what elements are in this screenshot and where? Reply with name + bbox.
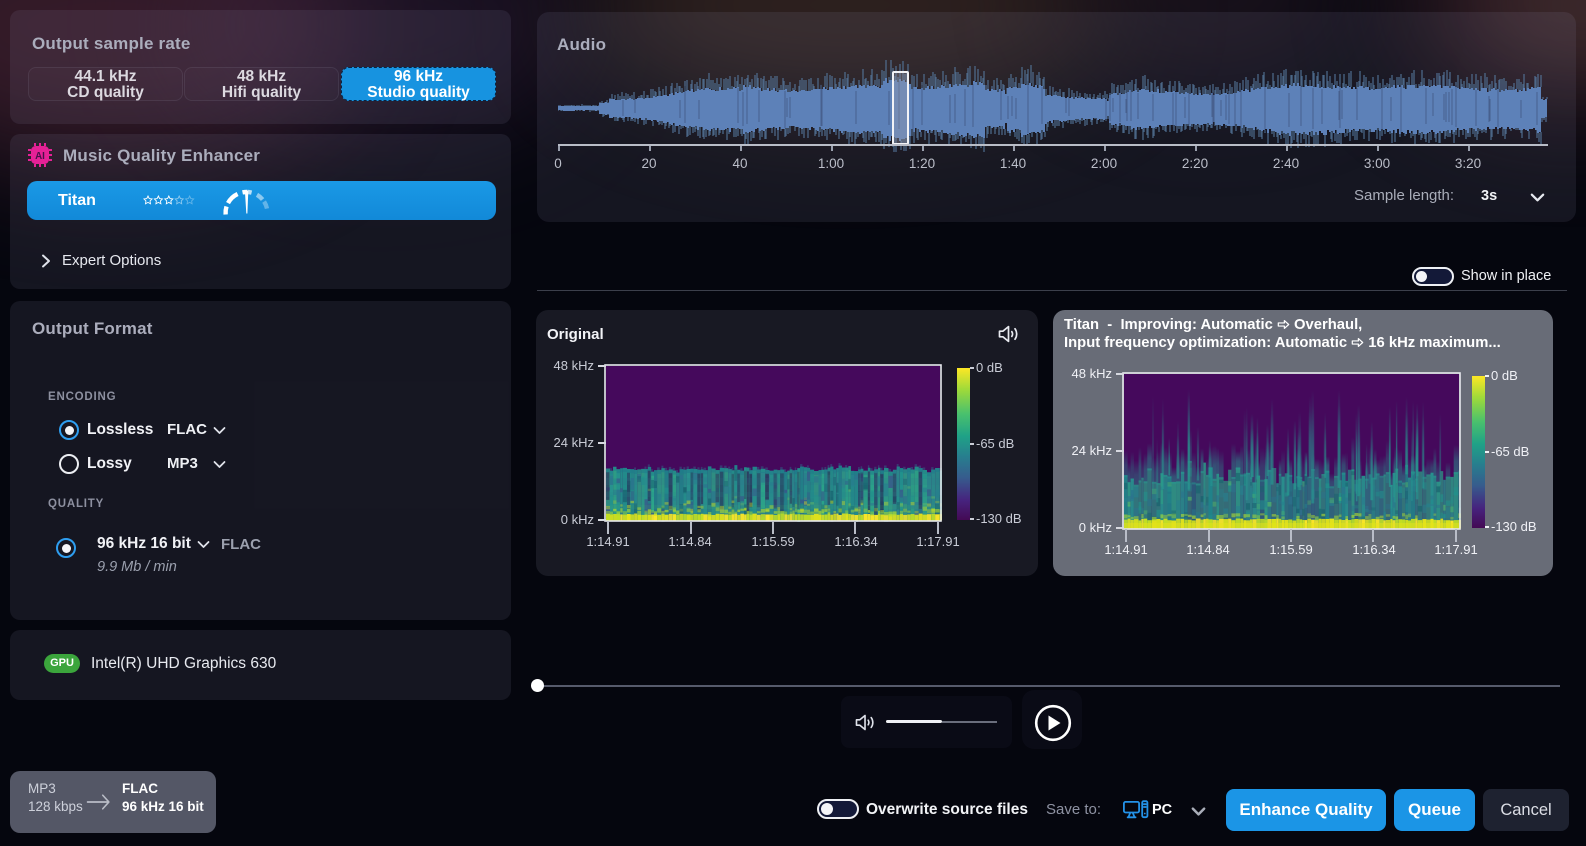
svg-text:AI: AI — [35, 151, 45, 162]
